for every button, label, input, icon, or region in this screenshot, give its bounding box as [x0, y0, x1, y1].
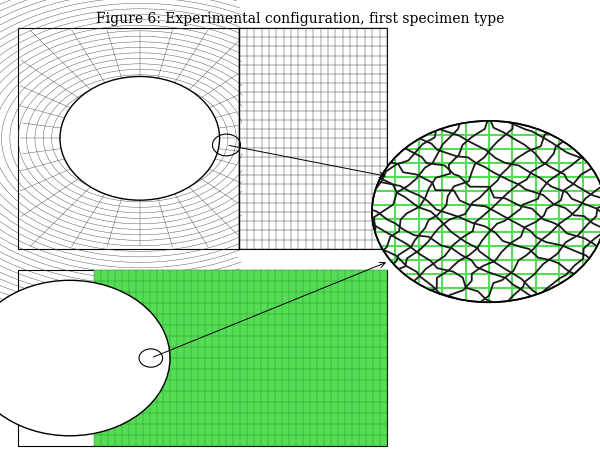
- Bar: [18, 270, 387, 446]
- Bar: [94, 270, 387, 446]
- Text: Figure 6: Experimental configuration, first specimen type: Figure 6: Experimental configuration, fi…: [96, 12, 504, 26]
- Bar: [18, 28, 387, 249]
- Circle shape: [60, 76, 220, 200]
- Circle shape: [372, 121, 600, 302]
- Circle shape: [0, 280, 170, 436]
